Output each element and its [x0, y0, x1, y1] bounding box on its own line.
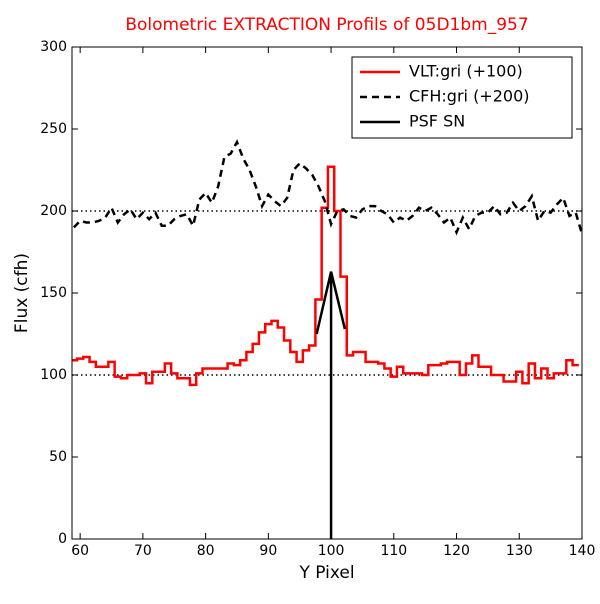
y-tick-label: 200 [40, 203, 67, 219]
y-tick-label: 250 [40, 121, 67, 137]
x-tick-label: 80 [197, 543, 215, 559]
y-tick-label: 0 [58, 531, 67, 547]
x-tick-label: 90 [259, 543, 277, 559]
x-axis-label: Y Pixel [298, 563, 354, 583]
legend-label: CFH:gri (+200) [409, 87, 530, 106]
x-tick-label: 120 [443, 543, 470, 559]
y-axis-label: Flux (cfh) [12, 253, 32, 333]
x-tick-label: 130 [506, 543, 533, 559]
x-tick-label: 140 [569, 543, 596, 559]
x-tick-label: 110 [380, 543, 407, 559]
legend-label: PSF SN [409, 112, 465, 131]
chart-title: Bolometric EXTRACTION Profils of 05D1bm_… [125, 15, 528, 35]
x-tick-label: 70 [134, 543, 152, 559]
data-line [72, 139, 584, 236]
legend-label: VLT:gri (+100) [409, 62, 523, 81]
y-tick-label: 300 [40, 39, 67, 55]
x-tick-label: 60 [71, 543, 89, 559]
y-tick-label: 50 [49, 449, 67, 465]
data-line [72, 165, 579, 387]
y-tick-label: 100 [40, 367, 67, 383]
y-tick-label: 150 [40, 285, 67, 301]
x-tick-label: 100 [318, 543, 345, 559]
